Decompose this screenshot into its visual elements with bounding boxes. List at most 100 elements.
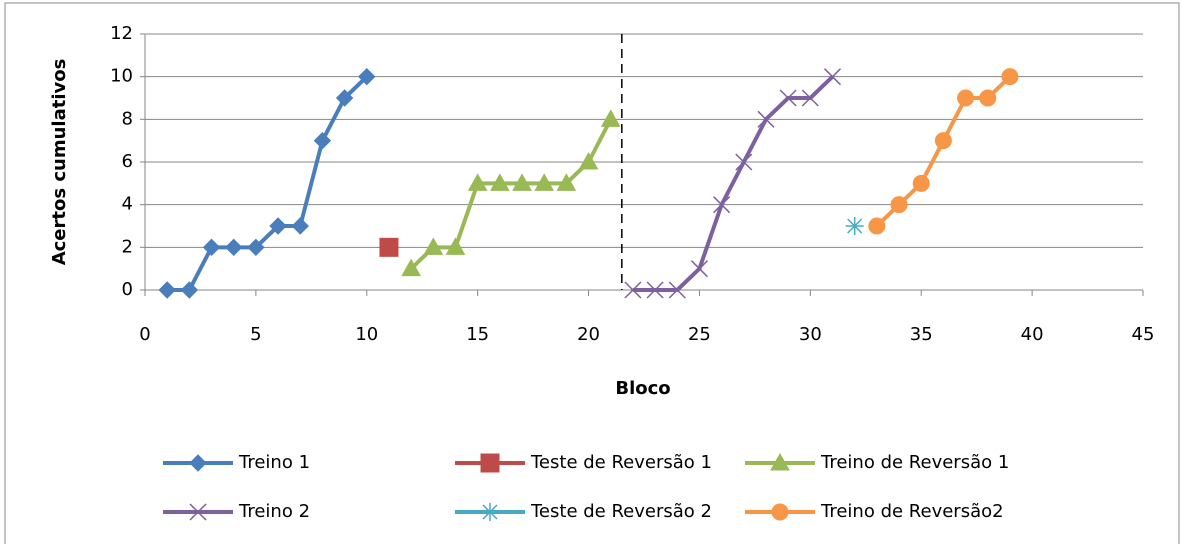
marker bbox=[247, 238, 265, 257]
legend-label: Treino 1 bbox=[238, 452, 310, 473]
x-tick-label: 40 bbox=[1021, 324, 1044, 345]
x-tick-label: 30 bbox=[799, 324, 822, 345]
marker bbox=[578, 151, 599, 170]
marker bbox=[445, 237, 466, 255]
marker bbox=[912, 174, 930, 192]
x bbox=[690, 260, 708, 278]
marker bbox=[225, 238, 243, 257]
x-tick-label: 0 bbox=[139, 324, 150, 345]
x bbox=[646, 281, 664, 299]
marker bbox=[556, 173, 577, 191]
marker bbox=[379, 237, 399, 257]
triangle bbox=[401, 258, 421, 277]
marker bbox=[291, 217, 309, 235]
marker bbox=[467, 173, 488, 191]
x-tick-label: 35 bbox=[910, 324, 933, 345]
marker bbox=[779, 89, 797, 107]
x bbox=[757, 110, 775, 128]
marker bbox=[713, 196, 731, 214]
triangle bbox=[600, 109, 621, 127]
triangle bbox=[770, 452, 790, 471]
diamond bbox=[269, 217, 287, 235]
y-tick-label: 8 bbox=[122, 108, 133, 129]
diamond bbox=[313, 131, 332, 150]
marker bbox=[512, 173, 532, 191]
y-axis-title: Acertos cumulativos bbox=[49, 59, 70, 266]
legend-label: Treino de Reversão 1 bbox=[820, 452, 1009, 473]
marker bbox=[358, 67, 376, 86]
marker bbox=[1001, 68, 1019, 86]
marker bbox=[957, 89, 975, 107]
square bbox=[480, 453, 500, 473]
x bbox=[189, 503, 207, 521]
triangle bbox=[467, 173, 488, 191]
x-tick-label: 20 bbox=[577, 324, 600, 345]
marker bbox=[189, 503, 207, 521]
marker bbox=[534, 173, 555, 191]
asterisk bbox=[481, 503, 499, 521]
triangle bbox=[423, 237, 444, 255]
marker bbox=[771, 503, 789, 521]
diamond bbox=[358, 67, 376, 86]
series-line bbox=[632, 75, 834, 292]
triangle bbox=[534, 173, 555, 191]
marker bbox=[158, 281, 176, 299]
circle bbox=[868, 217, 886, 235]
legend-label: Treino 2 bbox=[238, 501, 310, 522]
y-tick-label: 6 bbox=[122, 151, 133, 172]
series-line bbox=[409, 118, 613, 271]
marker bbox=[668, 281, 686, 299]
marker bbox=[401, 258, 421, 277]
marker bbox=[600, 109, 621, 127]
marker bbox=[801, 89, 819, 107]
marker bbox=[890, 196, 908, 214]
y-tick-label: 12 bbox=[110, 23, 133, 44]
y-tick-label: 10 bbox=[110, 66, 133, 87]
legend-label: Teste de Reversão 2 bbox=[530, 501, 712, 522]
y-tick-label: 0 bbox=[122, 279, 133, 300]
x-tick-label: 45 bbox=[1132, 324, 1155, 345]
x-tick-label: 25 bbox=[688, 324, 711, 345]
circle bbox=[1001, 68, 1019, 86]
triangle bbox=[556, 173, 577, 191]
marker bbox=[489, 173, 510, 191]
diamond bbox=[202, 238, 221, 257]
y-tick-label: 4 bbox=[122, 194, 133, 215]
marker bbox=[735, 153, 753, 171]
x-axis-title: Bloco bbox=[615, 378, 670, 399]
diamond bbox=[225, 238, 243, 257]
x bbox=[624, 281, 642, 299]
triangle bbox=[489, 173, 510, 191]
x-tick-label: 5 bbox=[250, 324, 261, 345]
x-tick-label: 10 bbox=[355, 324, 378, 345]
asterisk bbox=[845, 217, 864, 235]
marker bbox=[189, 454, 207, 472]
circle bbox=[890, 196, 908, 214]
marker bbox=[934, 132, 952, 150]
diamond bbox=[158, 281, 176, 299]
marker bbox=[757, 110, 775, 128]
marker bbox=[690, 260, 708, 278]
marker bbox=[868, 217, 886, 235]
x bbox=[735, 153, 753, 171]
triangle bbox=[445, 237, 466, 255]
circle bbox=[771, 503, 789, 521]
x bbox=[713, 196, 731, 214]
circle bbox=[979, 89, 997, 107]
series-line bbox=[167, 75, 369, 292]
marker bbox=[313, 131, 332, 150]
diamond bbox=[335, 89, 354, 107]
marker bbox=[202, 238, 221, 257]
marker bbox=[480, 453, 500, 473]
circle bbox=[912, 174, 930, 192]
x bbox=[823, 68, 842, 86]
circle bbox=[957, 89, 975, 107]
legend-label: Treino de Reversão2 bbox=[820, 501, 1004, 522]
x bbox=[779, 89, 797, 107]
marker bbox=[335, 89, 354, 107]
circle bbox=[934, 132, 952, 150]
diamond bbox=[180, 281, 199, 299]
y-tick-label: 2 bbox=[122, 236, 133, 257]
x bbox=[801, 89, 819, 107]
